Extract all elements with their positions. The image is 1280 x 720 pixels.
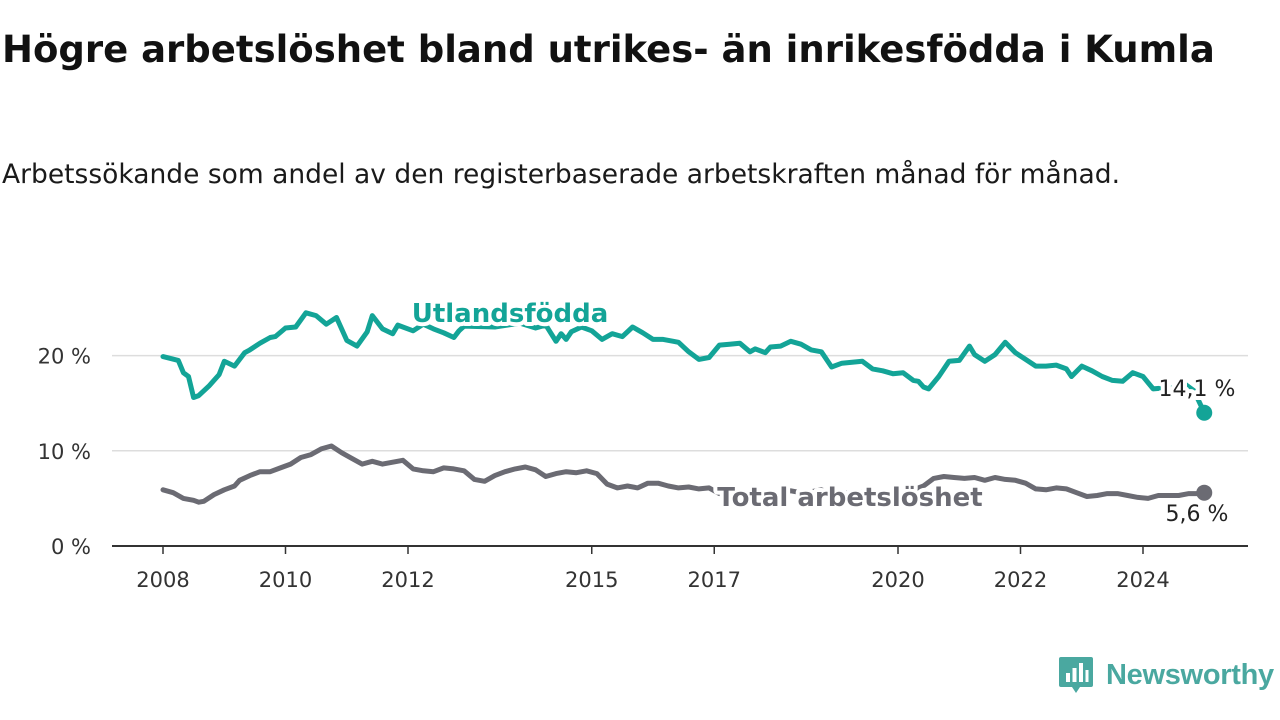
end-label-total-arbetsloshet: 5,6 % [1166, 502, 1229, 527]
x-axis: 2008 2010 2012 2015 2017 2020 2022 2024 [112, 545, 1248, 592]
x-tick-label: 2010 [259, 568, 312, 592]
brand-name: Newsworthy [1106, 658, 1274, 691]
series-line-total-arbetsloshet [160, 443, 1207, 505]
end-point-utlandsfodda [1196, 404, 1213, 421]
x-tick-label: 2022 [994, 568, 1047, 592]
x-tick-label: 2015 [565, 568, 618, 592]
newsworthy-logo-icon [1059, 657, 1093, 693]
x-tick-label: 2017 [688, 568, 741, 592]
series-label-utlandsfodda: Utlandsfödda [412, 299, 609, 329]
y-axis: 0 % 10 % 20 % [38, 345, 91, 559]
chart-subtitle: Arbetssökande som andel av den registerb… [2, 159, 1121, 190]
end-point-total-arbetsloshet [1196, 484, 1213, 501]
brand-logo[interactable]: Newsworthy [1058, 652, 1274, 698]
series-line-utlandsfodda [160, 310, 1207, 416]
x-tick-label: 2024 [1116, 568, 1169, 592]
series-lines [160, 310, 1213, 505]
gridlines [112, 354, 1248, 452]
chart-title: Högre arbetslöshet bland utrikes- än inr… [2, 28, 1215, 71]
y-tick-label: 20 % [38, 345, 91, 369]
end-label-utlandsfodda: 14,1 % [1159, 377, 1236, 402]
x-tick-label: 2012 [381, 568, 434, 592]
y-tick-label: 0 % [51, 535, 91, 559]
series-labels: Utlandsfödda Total arbetslöshet 14,1 % 5,6 … [408, 295, 1240, 531]
y-tick-label: 10 % [38, 440, 91, 464]
x-tick-label: 2020 [871, 568, 924, 592]
series-label-total-arbetsloshet: Total arbetslöshet [717, 483, 982, 513]
x-tick-label: 2008 [136, 568, 189, 592]
